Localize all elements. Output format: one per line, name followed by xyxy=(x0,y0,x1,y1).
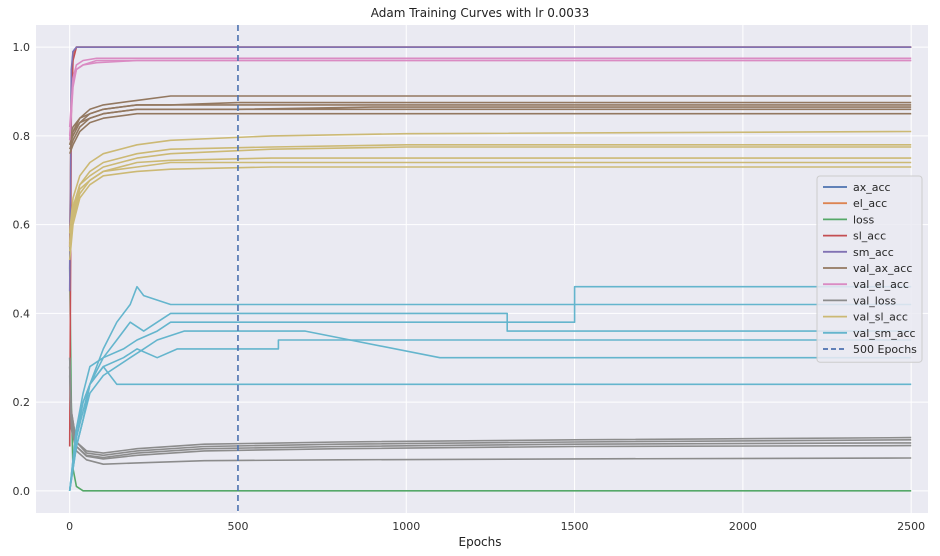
y-tick-label: 0.2 xyxy=(13,396,31,409)
series-line xyxy=(68,339,912,491)
legend-label: sm_acc xyxy=(853,246,894,259)
series-line xyxy=(68,144,912,243)
x-tick-label: 500 xyxy=(227,520,248,533)
legend-label: loss xyxy=(853,213,875,226)
legend-item: sm_acc xyxy=(823,246,894,259)
legend-label: sl_acc xyxy=(853,230,886,243)
legend-label: val_loss xyxy=(853,294,896,307)
legend-item: val_el_acc xyxy=(823,278,909,291)
series-line xyxy=(68,130,912,234)
series-val-ax-acc xyxy=(68,95,912,154)
legend-label: val_el_acc xyxy=(853,278,909,291)
series-line xyxy=(68,112,912,154)
y-tick-label: 1.0 xyxy=(13,41,31,54)
series-line xyxy=(68,157,912,252)
series-line xyxy=(68,101,912,141)
y-tick-label: 0.4 xyxy=(13,307,31,320)
chart-title: Adam Training Curves with lr 0.0033 xyxy=(371,6,589,20)
x-tick-label: 2000 xyxy=(729,520,757,533)
y-tick-label: 0.6 xyxy=(13,219,31,232)
legend-label: el_acc xyxy=(853,197,887,210)
legend-label: val_sl_acc xyxy=(853,311,908,324)
legend-item: sl_acc xyxy=(823,230,886,243)
series-line xyxy=(68,375,912,466)
legend-item: val_ax_acc xyxy=(823,262,912,275)
x-tick-label: 2500 xyxy=(897,520,925,533)
legend-box xyxy=(816,175,923,363)
legend-label: val_ax_acc xyxy=(853,262,912,275)
legend-label: val_sm_acc xyxy=(853,327,916,340)
y-tick-label: 0.8 xyxy=(13,130,31,143)
series-val-el-acc xyxy=(68,57,912,141)
legend-item: val_loss xyxy=(823,294,896,307)
legend-item: val_sl_acc xyxy=(823,311,908,324)
legend-item: loss xyxy=(823,213,875,226)
series-line xyxy=(68,161,912,247)
series-line xyxy=(68,366,912,460)
series-line xyxy=(68,106,912,150)
x-tick-label: 0 xyxy=(66,520,73,533)
series-line xyxy=(68,57,912,128)
legend-item: ax_acc xyxy=(823,181,891,194)
legend-item: 500 Epochs xyxy=(823,343,917,356)
series-val-sl-acc xyxy=(68,130,912,261)
legend-label: ax_acc xyxy=(853,181,891,194)
series-val-sm-acc xyxy=(68,285,912,491)
series-line xyxy=(68,95,912,137)
series-line xyxy=(68,357,912,454)
series-line xyxy=(68,166,912,261)
x-tick-label: 1000 xyxy=(392,520,420,533)
series-line xyxy=(68,365,912,491)
legend-item: val_sm_acc xyxy=(823,327,916,340)
y-tick-label: 0.0 xyxy=(13,485,31,498)
series-val-loss xyxy=(68,357,912,466)
legend-item: el_acc xyxy=(823,197,887,210)
x-axis-title: Epochs xyxy=(459,535,502,549)
legend-label: 500 Epochs xyxy=(853,343,917,356)
series-line xyxy=(68,285,912,491)
series-line xyxy=(68,285,912,491)
series-line xyxy=(68,59,912,141)
x-tick-label: 1500 xyxy=(561,520,589,533)
